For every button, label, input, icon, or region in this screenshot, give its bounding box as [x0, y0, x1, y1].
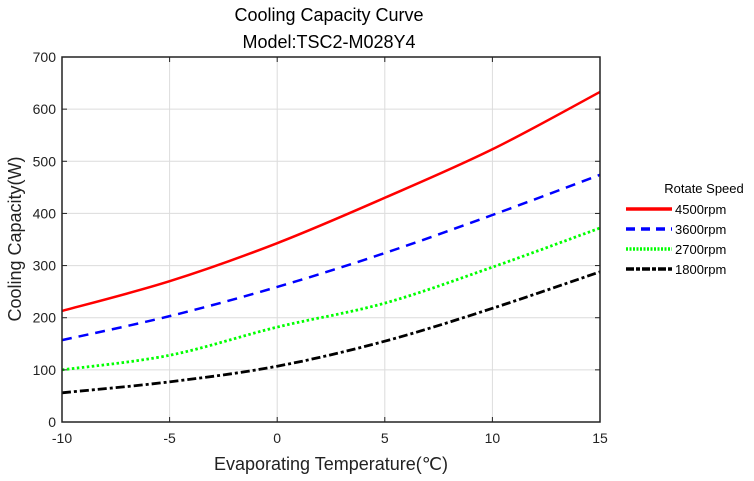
x-tick-label: -5	[163, 430, 176, 446]
series-line-4500rpm	[61, 90, 601, 313]
legend-label-1800rpm: 1800rpm	[675, 262, 726, 277]
legend-title: Rotate Speed	[664, 181, 744, 196]
y-tick-label: 500	[33, 153, 57, 169]
grid	[62, 57, 600, 422]
series-group	[61, 90, 601, 395]
x-tick-label: 5	[381, 430, 389, 446]
series-line-2700rpm	[61, 226, 601, 372]
y-tick-label: 100	[33, 362, 57, 378]
plot-frame	[61, 56, 601, 423]
y-axis-label: Cooling Capacity(W)	[5, 156, 25, 321]
series-line-3600rpm	[61, 173, 601, 342]
legend: Rotate Speed 4500rpm 3600rpm 2700rpm 1800rp…	[626, 181, 744, 277]
legend-label-4500rpm: 4500rpm	[675, 202, 726, 217]
legend-label-2700rpm: 2700rpm	[675, 242, 726, 257]
x-tick-label: 10	[485, 430, 501, 446]
y-tick-label: 600	[33, 101, 57, 117]
ticks: -10 -5 0 5 10 15 0 100 200 300 400 500 600 700	[33, 49, 608, 446]
x-axis-label: Evaporating Temperature(℃)	[214, 454, 448, 474]
series-line-1800rpm	[61, 270, 601, 395]
x-tick-label: 15	[592, 430, 608, 446]
y-tick-label: 700	[33, 49, 57, 65]
chart-title: Cooling Capacity Curve	[234, 5, 423, 25]
y-tick-label: 300	[33, 258, 57, 274]
x-tick-label: 0	[273, 430, 281, 446]
chart-subtitle: Model:TSC2-M028Y4	[242, 32, 415, 52]
y-tick-label: 200	[33, 310, 57, 326]
x-tick-label: -10	[52, 430, 72, 446]
y-tick-label: 0	[48, 414, 56, 430]
y-tick-label: 400	[33, 205, 57, 221]
legend-label-3600rpm: 3600rpm	[675, 222, 726, 237]
